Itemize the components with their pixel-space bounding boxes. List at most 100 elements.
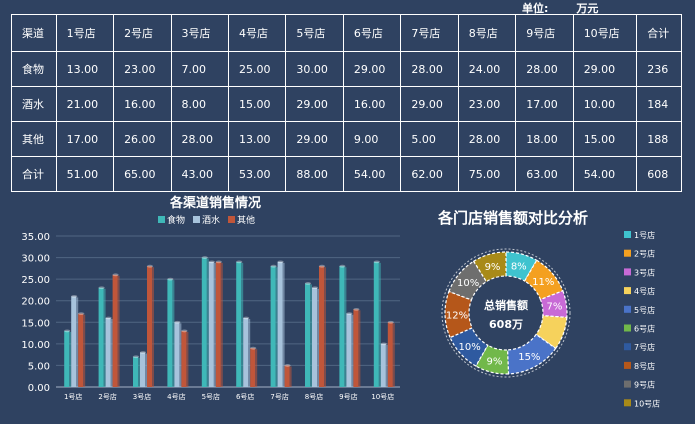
x-tick-label: 4号店	[167, 392, 185, 401]
bar-side-shade	[289, 366, 292, 387]
legend-swatch	[624, 399, 631, 407]
bar	[346, 313, 352, 387]
bar-side-shade	[138, 357, 140, 387]
table-cell: 18.00	[515, 121, 574, 157]
table-cell: 88.00	[285, 156, 344, 192]
slice-label: 9%	[487, 357, 503, 368]
slice-label: 7%	[547, 302, 563, 313]
bar-top	[181, 329, 188, 333]
bar	[250, 348, 256, 387]
x-tick-label: 3号店	[133, 392, 151, 401]
legend-swatch	[624, 231, 631, 238]
unit-value: 万元	[576, 2, 599, 15]
legend-label: 酒水	[202, 214, 220, 226]
bar-side-shade	[220, 262, 223, 387]
bar	[353, 309, 359, 387]
pie-chart-title: 各门店销售额对比分析	[438, 209, 589, 227]
unit-label: 单位:	[522, 2, 549, 15]
y-tick-label: 25.00	[21, 275, 50, 286]
legend-label: 6号店	[634, 324, 655, 334]
legend-swatch	[158, 216, 165, 223]
y-tick-label: 35.00	[21, 232, 50, 243]
bar-side-shade	[117, 275, 120, 387]
bar	[284, 365, 290, 387]
bar-top	[236, 260, 243, 264]
legend-label: 2号店	[634, 249, 655, 259]
donut-center-label: 总销售额	[484, 298, 528, 312]
bar-top	[346, 312, 353, 316]
table-row: 合计 51.00 65.00 43.00 53.00 88.00 54.00 62.00 75.…	[11, 156, 682, 192]
legend-label: 食物	[167, 214, 185, 226]
donut-slice	[448, 260, 488, 301]
bar	[270, 266, 276, 387]
bar-top	[373, 260, 380, 264]
y-tick-label: 15.00	[21, 318, 50, 329]
donut-slice	[472, 251, 507, 283]
bar-top	[208, 260, 215, 264]
bar	[105, 317, 111, 387]
bar-side-shade	[344, 267, 347, 387]
bar-top	[105, 316, 112, 320]
slice-label: 12%	[446, 310, 468, 321]
bar	[243, 317, 249, 387]
legend-label: 1号店	[634, 230, 655, 240]
table-row: 其他 17.00 26.00 28.00 13.00 29.00 9.00 5.00 28.00…	[11, 121, 682, 157]
bar-top	[387, 320, 394, 324]
slice-label: 10%	[458, 342, 480, 353]
bar-top	[146, 264, 154, 268]
slice-label: 15%	[518, 352, 540, 363]
table-cell: 43.00	[170, 156, 229, 192]
legend-label: 4号店	[634, 286, 655, 296]
y-tick-label: 30.00	[21, 254, 50, 265]
table-row: 酒水 21.00 16.00 8.00 15.00 29.00 16.00 29.00 23.0…	[11, 86, 682, 122]
x-tick-label: 8号店	[305, 392, 323, 401]
bar	[215, 261, 221, 387]
bar-side-shade	[241, 262, 244, 387]
table-body: 食物 13.00 23.00 7.00 25.00 30.00 29.00 28.00 24.0…	[11, 51, 682, 192]
table-cell: 30.00	[285, 51, 344, 87]
table-cell: 5.00	[400, 121, 459, 157]
legend-label: 7号店	[634, 342, 655, 352]
bar-side-shade	[385, 344, 388, 387]
y-tick-label: 10.00	[21, 340, 50, 351]
bar-side-shade	[358, 310, 361, 387]
bar	[167, 279, 173, 387]
bar-top	[353, 307, 360, 311]
table-header-row: 渠道 1号店 2号店 3号店 4号店 5号店 6号店 7号店 8号店 9号店 1…	[11, 14, 682, 52]
legend-swatch	[624, 287, 631, 295]
slice-label: 9%	[485, 262, 501, 273]
bar-side-shade	[103, 288, 106, 387]
bar-side-shade	[317, 288, 319, 387]
bar	[380, 343, 386, 387]
donut-slice	[539, 290, 568, 319]
y-tick-label: 5.00	[28, 361, 50, 372]
bar-side-shade	[248, 318, 251, 387]
x-tick-label: 7号店	[270, 392, 288, 401]
x-tick-label: 5号店	[202, 392, 220, 401]
bar	[201, 257, 207, 387]
bar-top	[284, 364, 291, 367]
bar-top	[139, 351, 147, 354]
legend-swatch	[624, 305, 631, 313]
bar-side-shade	[172, 280, 175, 387]
bar-top	[311, 286, 319, 290]
table-cell: 26.00	[113, 121, 172, 157]
bar-side-shade	[179, 323, 182, 387]
table-cell: 16.00	[113, 86, 172, 122]
bar-side-shade	[69, 331, 72, 387]
bar	[373, 261, 379, 387]
bar-side-shade	[206, 258, 209, 387]
bar-top	[339, 264, 346, 268]
donut-outer-ring	[441, 248, 571, 378]
table-header-cell: 渠道	[11, 14, 57, 52]
table-cell: 8.00	[170, 86, 229, 122]
bar-side-shade	[378, 262, 381, 387]
legend-label: 10号店	[634, 398, 660, 408]
table-header-cell: 5号店	[285, 14, 344, 52]
bar	[112, 274, 118, 387]
table-cell: 15.00	[227, 86, 287, 122]
table-cell: 65.00	[113, 156, 172, 192]
table-cell: 75.00	[457, 156, 517, 192]
legend-swatch	[624, 268, 631, 276]
bar-top	[167, 277, 174, 281]
